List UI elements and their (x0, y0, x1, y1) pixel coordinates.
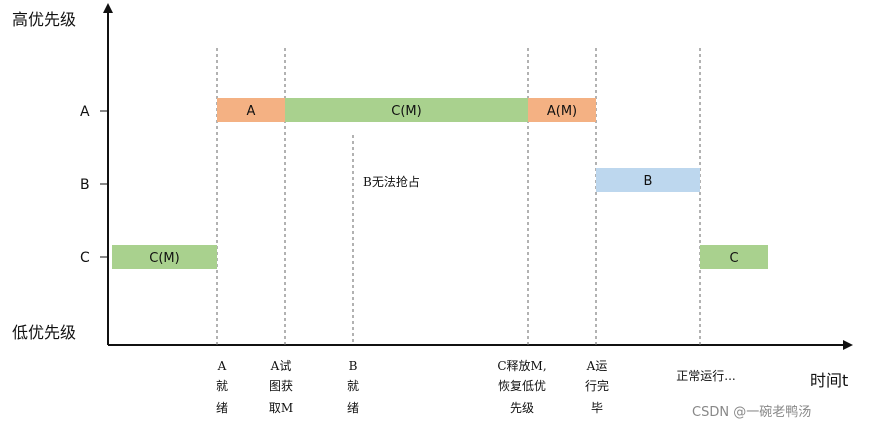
svg-text:正常运行...: 正常运行... (676, 369, 735, 383)
svg-text:绪: 绪 (216, 401, 228, 415)
note-b-cannot-preempt: B无法抢占 (363, 174, 420, 189)
bar-a-holds-m: A(M) (528, 98, 596, 122)
bar-b-running: B (596, 168, 700, 192)
event-label-a-ready: A 就 绪 (216, 359, 228, 415)
row-label-b: B (80, 177, 90, 193)
svg-text:A(M): A(M) (547, 104, 577, 119)
event-label-a-try-lock: A试 图获 取M (269, 358, 293, 415)
x-axis-label: 时间t (810, 371, 848, 390)
event-label-c-release: C释放M, 恢复低优 先级 (497, 358, 546, 415)
svg-text:C(M): C(M) (149, 251, 179, 266)
svg-text:绪: 绪 (347, 401, 359, 415)
svg-text:图获: 图获 (269, 379, 293, 393)
row-label-a: A (80, 104, 90, 120)
y-axis-high-label: 高优先级 (12, 10, 76, 29)
event-label-a-finish: A运 行完 毕 (585, 359, 609, 415)
svg-text:A: A (217, 359, 227, 373)
watermark: CSDN @一碗老鸭汤 (692, 404, 811, 420)
svg-text:C释放M,: C释放M, (497, 358, 546, 373)
y-axis-low-label: 低优先级 (12, 323, 76, 342)
svg-text:取M: 取M (269, 401, 293, 415)
svg-text:C: C (729, 251, 738, 266)
svg-text:先级: 先级 (510, 401, 534, 415)
svg-text:A: A (247, 104, 256, 119)
bar-c-holds-m: C(M) (112, 245, 217, 269)
bar-a-running: A (217, 98, 285, 122)
svg-text:行完: 行完 (585, 378, 609, 393)
svg-text:就: 就 (347, 379, 359, 393)
svg-text:B: B (644, 174, 653, 189)
svg-text:B: B (349, 359, 358, 373)
bar-c-running: C (700, 245, 768, 269)
event-label-b-ready: B 就 绪 (347, 359, 359, 415)
bar-c-inherited-priority: C(M) (285, 98, 528, 122)
svg-text:C(M): C(M) (391, 104, 421, 119)
svg-text:A试: A试 (270, 358, 292, 373)
svg-text:恢复低优: 恢复低优 (498, 379, 546, 393)
svg-text:A运: A运 (586, 359, 608, 373)
svg-text:就: 就 (216, 379, 228, 393)
event-label-normal-run: 正常运行... (676, 369, 735, 383)
svg-text:毕: 毕 (591, 401, 603, 415)
row-label-c: C (80, 250, 90, 266)
